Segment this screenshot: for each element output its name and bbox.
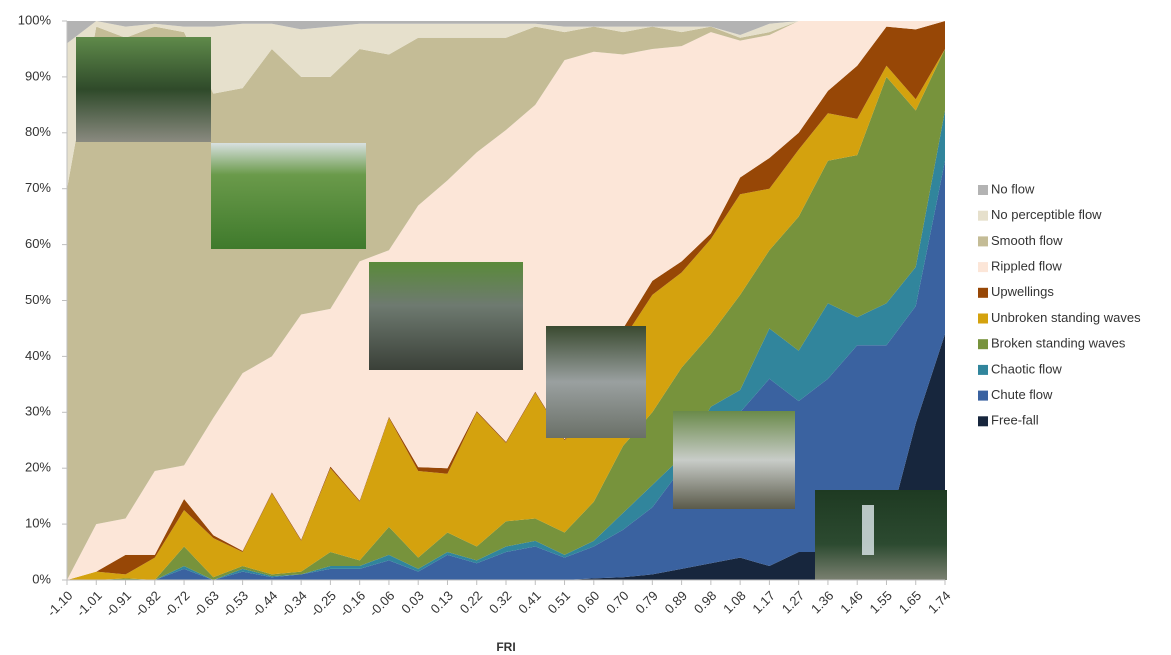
legend-swatch bbox=[978, 210, 988, 221]
x-tick-label: -0.25 bbox=[307, 588, 339, 620]
x-tick-label: 1.65 bbox=[896, 588, 925, 617]
x-tick-label: 0.51 bbox=[545, 588, 574, 617]
legend-swatch bbox=[978, 390, 988, 401]
legend-label: Upwellings bbox=[991, 284, 1054, 299]
legend-swatch bbox=[978, 364, 988, 375]
x-tick-label: 1.17 bbox=[749, 588, 778, 617]
legend-swatch bbox=[978, 416, 988, 427]
y-tick-label: 0% bbox=[32, 571, 51, 586]
y-tick-label: 100% bbox=[18, 12, 52, 27]
x-tick-label: 0.41 bbox=[515, 588, 544, 617]
legend-label: Chaotic flow bbox=[991, 361, 1062, 376]
x-tick-label: 0.32 bbox=[486, 588, 515, 617]
legend-label: No perceptible flow bbox=[991, 207, 1102, 222]
area bbox=[67, 48, 945, 580]
photo bbox=[546, 326, 646, 438]
photo bbox=[369, 262, 523, 370]
x-tick-label: -0.53 bbox=[220, 588, 252, 620]
area bbox=[67, 110, 945, 580]
x-tick-label: -0.16 bbox=[337, 588, 369, 620]
y-tick-label: 70% bbox=[25, 180, 51, 195]
y-tick-label: 90% bbox=[25, 68, 51, 83]
x-tick-label: 1.46 bbox=[837, 588, 866, 617]
y-tick-label: 80% bbox=[25, 124, 51, 139]
y-tick-label: 10% bbox=[25, 516, 51, 531]
x-tick-label: 0.98 bbox=[691, 588, 720, 617]
x-tick-label: -0.82 bbox=[132, 588, 164, 620]
x-tick-label: 1.08 bbox=[720, 588, 749, 617]
x-tick-label: 1.27 bbox=[779, 588, 808, 617]
photo bbox=[211, 143, 366, 249]
x-tick-label: -0.72 bbox=[161, 588, 193, 620]
legend-label: Broken standing waves bbox=[991, 336, 1126, 351]
area bbox=[67, 21, 945, 189]
x-tick-label: -0.06 bbox=[366, 588, 398, 620]
legend-swatch bbox=[978, 287, 988, 298]
x-tick-label: 1.74 bbox=[925, 588, 954, 617]
x-tick-label: -1.10 bbox=[44, 588, 76, 620]
x-tick-label: 0.79 bbox=[632, 588, 661, 617]
x-tick-label: -0.91 bbox=[103, 588, 135, 620]
legend-swatch bbox=[978, 262, 988, 273]
x-tick-label: -1.01 bbox=[73, 588, 105, 620]
y-tick-label: 50% bbox=[25, 292, 51, 307]
area bbox=[67, 21, 945, 44]
y-tick-label: 30% bbox=[25, 404, 51, 419]
photo bbox=[76, 37, 211, 142]
photos bbox=[76, 37, 947, 580]
legend-label: Free-fall bbox=[991, 413, 1039, 428]
legend-label: Rippled flow bbox=[991, 259, 1062, 274]
x-tick-label: -0.63 bbox=[190, 588, 222, 620]
legend-label: Chute flow bbox=[991, 387, 1053, 402]
legend-swatch bbox=[978, 339, 988, 350]
photo bbox=[815, 490, 947, 580]
legend-label: No flow bbox=[991, 181, 1035, 196]
x-tick-label: 0.03 bbox=[398, 588, 427, 617]
x-tick-label: 0.22 bbox=[457, 588, 486, 617]
y-tick-label: 60% bbox=[25, 236, 51, 251]
x-tick-label: 1.55 bbox=[867, 588, 896, 617]
legend-swatch bbox=[978, 236, 988, 247]
x-tick-label: 0.89 bbox=[662, 588, 691, 617]
x-tick-label: -0.34 bbox=[278, 588, 310, 620]
x-axis-title: FRI bbox=[496, 640, 515, 654]
legend-swatch bbox=[978, 313, 988, 324]
legend-swatch bbox=[978, 185, 988, 195]
x-tick-label: 0.60 bbox=[574, 588, 603, 617]
x-tick-label: -0.44 bbox=[249, 588, 281, 620]
y-tick-label: 20% bbox=[25, 460, 51, 475]
x-tick-label: 0.13 bbox=[428, 588, 457, 617]
legend-label: Unbroken standing waves bbox=[991, 310, 1141, 325]
photo-detail bbox=[862, 505, 874, 555]
photo bbox=[673, 411, 795, 509]
legend-label: Smooth flow bbox=[991, 233, 1063, 248]
area bbox=[67, 48, 945, 580]
x-tick-label: 0.70 bbox=[603, 588, 632, 617]
y-tick-label: 40% bbox=[25, 348, 51, 363]
area bbox=[67, 21, 945, 580]
x-tick-label: 1.36 bbox=[808, 588, 837, 617]
